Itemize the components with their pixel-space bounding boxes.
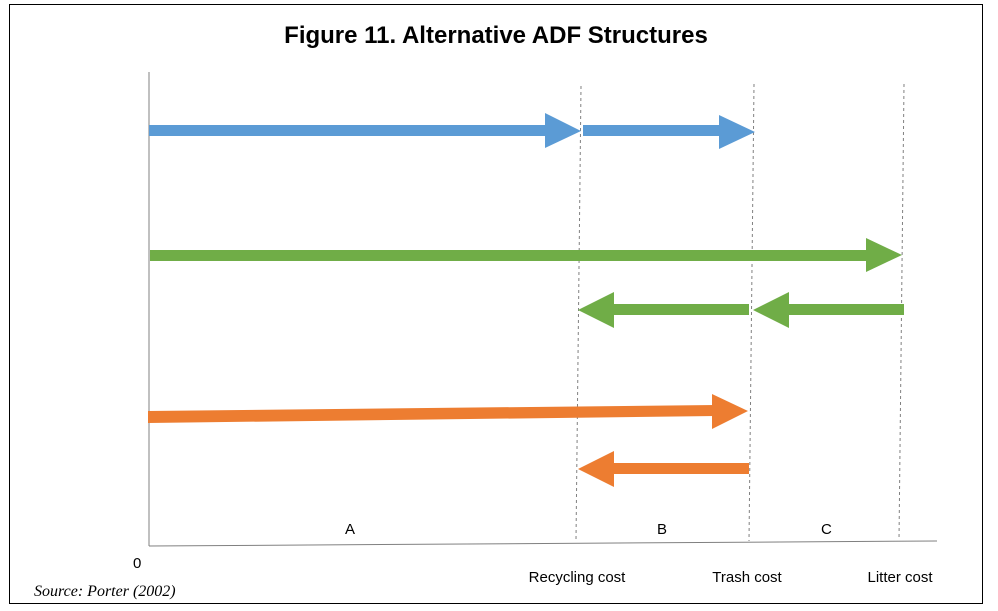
origin-label: 0 xyxy=(133,555,141,572)
divider-recycling xyxy=(575,85,582,541)
green-arrow-full xyxy=(150,238,902,272)
tick-label-litter: Litter cost xyxy=(867,569,933,586)
blue-arrow-a xyxy=(149,113,581,148)
orange-arrow-ab xyxy=(148,394,748,429)
green-arrow-left-c xyxy=(753,292,904,328)
figure-title: Figure 11. Alternative ADF Structures xyxy=(284,22,708,49)
region-label-b: B xyxy=(657,521,667,538)
divider-trash xyxy=(748,83,755,542)
tick-label-recycling: Recycling cost xyxy=(529,569,627,586)
tick-label-trash: Trash cost xyxy=(712,569,782,586)
orange-arrow-left-b xyxy=(578,451,749,487)
region-label-c: C xyxy=(821,521,832,538)
green-arrow-left-b xyxy=(578,292,749,328)
blue-arrow-b xyxy=(583,115,755,149)
x-axis xyxy=(148,540,938,547)
region-label-a: A xyxy=(345,521,355,538)
source-note: Source: Porter (2002) xyxy=(34,583,176,600)
